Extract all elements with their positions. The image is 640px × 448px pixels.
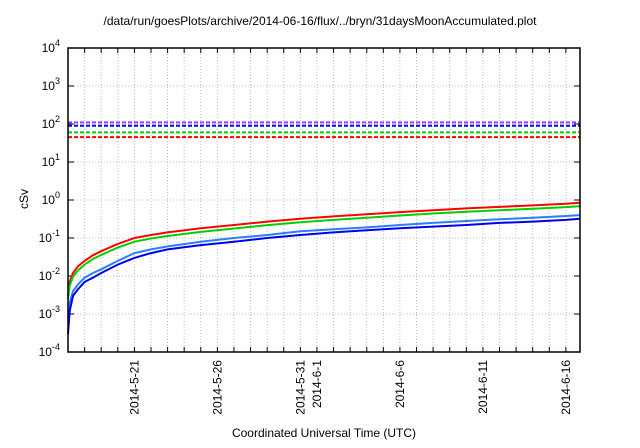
- series-line-red: [67, 201, 581, 297]
- series-line-green: [67, 205, 581, 300]
- y-tick-label: 10-3: [39, 304, 60, 321]
- plot-border: [67, 47, 581, 353]
- y-tick-label: 10-4: [39, 342, 60, 359]
- x-tick-label: 2014-6-16: [559, 360, 573, 415]
- y-tick-label: 102: [42, 114, 60, 131]
- y-tick-label: 10-2: [39, 266, 60, 283]
- y-tick-label: 10-1: [39, 228, 60, 245]
- x-tick-label: 2014-5-31: [293, 360, 307, 415]
- y-tick-label: 103: [42, 76, 60, 93]
- x-tick-label: 2014-6-11: [476, 360, 490, 414]
- x-axis-label: Coordinated Universal Time (UTC): [231, 426, 417, 440]
- x-tick-label: 2014-6-1: [310, 360, 324, 408]
- x-tick-label: 2014-5-26: [210, 360, 224, 415]
- x-tick-label: 2014-6-6: [393, 360, 407, 408]
- series-line-lightblue: [67, 214, 581, 318]
- y-tick-label: 100: [42, 190, 60, 207]
- chart-title: /data/run/goesPlots/archive/2014-06-16/f…: [103, 14, 537, 28]
- x-tick-label: 2014-5-21: [127, 360, 141, 415]
- y-tick-label: 104: [42, 38, 60, 55]
- series-line-blue: [67, 217, 581, 334]
- y-tick-label: 101: [42, 152, 60, 169]
